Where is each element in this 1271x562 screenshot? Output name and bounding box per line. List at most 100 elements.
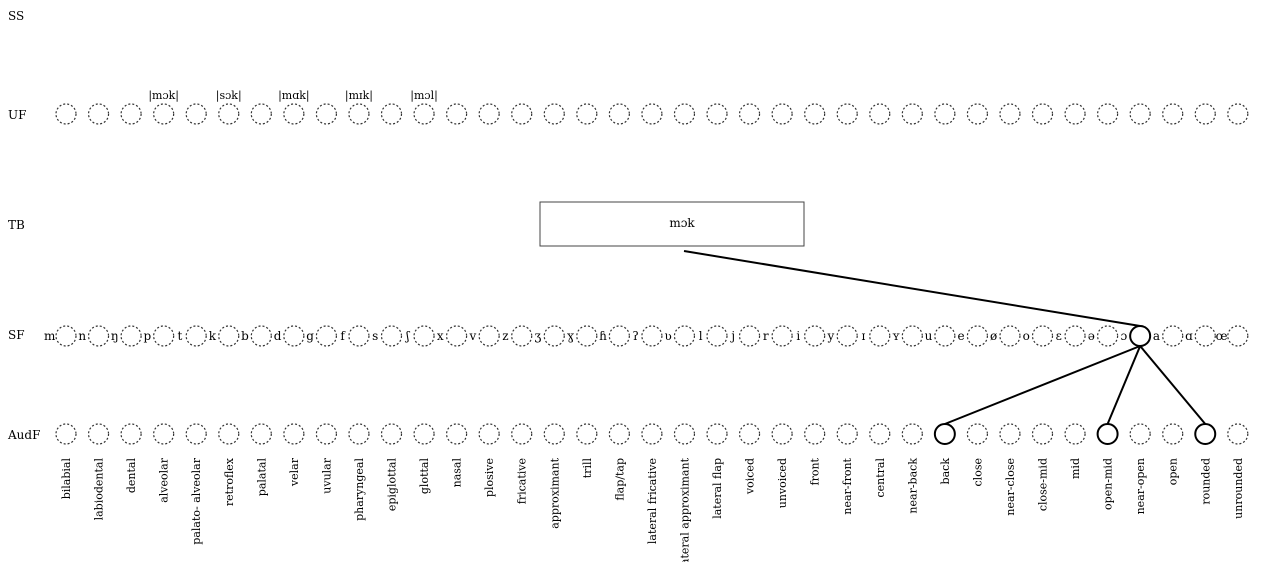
- feature-label: near-back: [906, 458, 919, 514]
- audf-node: [771, 423, 793, 445]
- sf-symbol: u: [925, 329, 933, 343]
- feature-label: dental: [125, 458, 138, 494]
- uf-node: [185, 103, 207, 125]
- feature-label: uvular: [320, 457, 333, 493]
- feature-label: palato- alveolar: [190, 457, 203, 544]
- audf-node: [478, 423, 500, 445]
- uf-node: [250, 103, 272, 125]
- tb-text: mɔk: [669, 216, 695, 230]
- feature-label: fricative: [516, 458, 529, 504]
- feature-label: central: [874, 458, 887, 498]
- sf-node: [836, 325, 858, 347]
- sf-symbol: ø: [990, 329, 997, 343]
- audf-node: [1162, 423, 1184, 445]
- sf-symbol: e: [958, 329, 965, 343]
- feature-label: epiglottal: [386, 458, 399, 512]
- audf-node: [120, 423, 142, 445]
- sf-symbol: v: [468, 329, 476, 343]
- sf-symbol: ʏ: [892, 329, 900, 343]
- audf-node: [576, 423, 598, 445]
- uf-node: [934, 103, 956, 125]
- uf-label: |sɔk|: [216, 89, 242, 103]
- uf-node: [608, 103, 630, 125]
- uf-node: [413, 103, 435, 125]
- feature-label: near-open: [1134, 458, 1147, 514]
- row-label-sf: SF: [8, 328, 25, 342]
- row-label-audf: AudF: [7, 428, 40, 442]
- uf-node: [348, 103, 370, 125]
- audf-node: [804, 423, 826, 445]
- sf-symbol: ɣ: [567, 329, 575, 343]
- sf-node: [641, 325, 663, 347]
- feature-label: approximant: [548, 457, 561, 528]
- uf-node: [120, 103, 142, 125]
- sf-symbol: a: [1153, 329, 1160, 343]
- audf-node: [348, 423, 370, 445]
- feature-label: near-close: [1004, 458, 1017, 516]
- audf-node: [511, 423, 533, 445]
- sf-symbol: g: [306, 329, 314, 343]
- feature-label: voiced: [744, 458, 757, 495]
- feature-label: lateral flap: [711, 458, 724, 519]
- audf-node-active: [1194, 423, 1217, 445]
- sf-node: [966, 325, 989, 347]
- sf-symbol: s: [372, 329, 378, 343]
- sf-node: [250, 325, 272, 347]
- audf-node: [999, 423, 1021, 445]
- sf-node: [380, 325, 403, 347]
- audf-node: [543, 423, 565, 445]
- sf-node: [1096, 325, 1119, 347]
- uf-node: [1096, 103, 1119, 125]
- sf-symbol: k: [209, 329, 217, 343]
- audf-node: [966, 423, 989, 445]
- feature-label: unrounded: [1232, 458, 1245, 519]
- sf-symbol: x: [437, 329, 444, 343]
- tb-to-sf-link: [683, 250, 1141, 327]
- sf-symbol: z: [502, 329, 508, 343]
- sf-node: [901, 325, 923, 347]
- feature-label: open: [1167, 458, 1180, 485]
- uf-node: [543, 103, 565, 125]
- feature-label: mid: [1069, 458, 1082, 479]
- uf-node: [446, 103, 468, 125]
- audf-node: [901, 423, 923, 445]
- uf-node: [804, 103, 826, 125]
- audf-node: [413, 423, 435, 445]
- sf-symbol: t: [177, 329, 182, 343]
- sf-symbol: r: [763, 329, 769, 343]
- feature-label: nasal: [451, 458, 464, 488]
- audf-node: [283, 423, 305, 445]
- sf-node: [706, 325, 728, 347]
- uf-node: [771, 103, 793, 125]
- uf-node: [641, 103, 663, 125]
- sf-symbol: ʋ: [665, 329, 672, 343]
- sf-node: [87, 325, 110, 347]
- audf-node: [185, 423, 207, 445]
- sf-node: [1064, 325, 1086, 347]
- audf-node-active: [933, 423, 956, 445]
- uf-node: [673, 103, 696, 125]
- feature-label: alveolar: [158, 457, 171, 502]
- audf-node: [380, 423, 403, 445]
- uf-node: [218, 103, 240, 125]
- feature-label: plosive: [483, 458, 496, 497]
- sf-node: [511, 325, 533, 347]
- audf-node: [1129, 423, 1151, 445]
- audf-node: [218, 423, 240, 445]
- audf-node: [315, 423, 337, 445]
- row-label-uf: UF: [8, 108, 26, 122]
- sf-symbol: j: [729, 329, 735, 343]
- sf-symbol: ʃ: [404, 329, 410, 343]
- sf-node: [120, 325, 142, 347]
- sf-node: [1031, 325, 1054, 347]
- audf-node: [153, 423, 175, 445]
- sf-to-audf-link: [1106, 345, 1142, 425]
- sf-node: [576, 325, 598, 347]
- uf-node: [87, 103, 110, 125]
- sf-node: [804, 325, 826, 347]
- sf-node: [738, 325, 761, 347]
- uf-node: [1031, 103, 1054, 125]
- sf-symbol: ɔ: [1120, 329, 1127, 343]
- uf-node: [1227, 103, 1249, 125]
